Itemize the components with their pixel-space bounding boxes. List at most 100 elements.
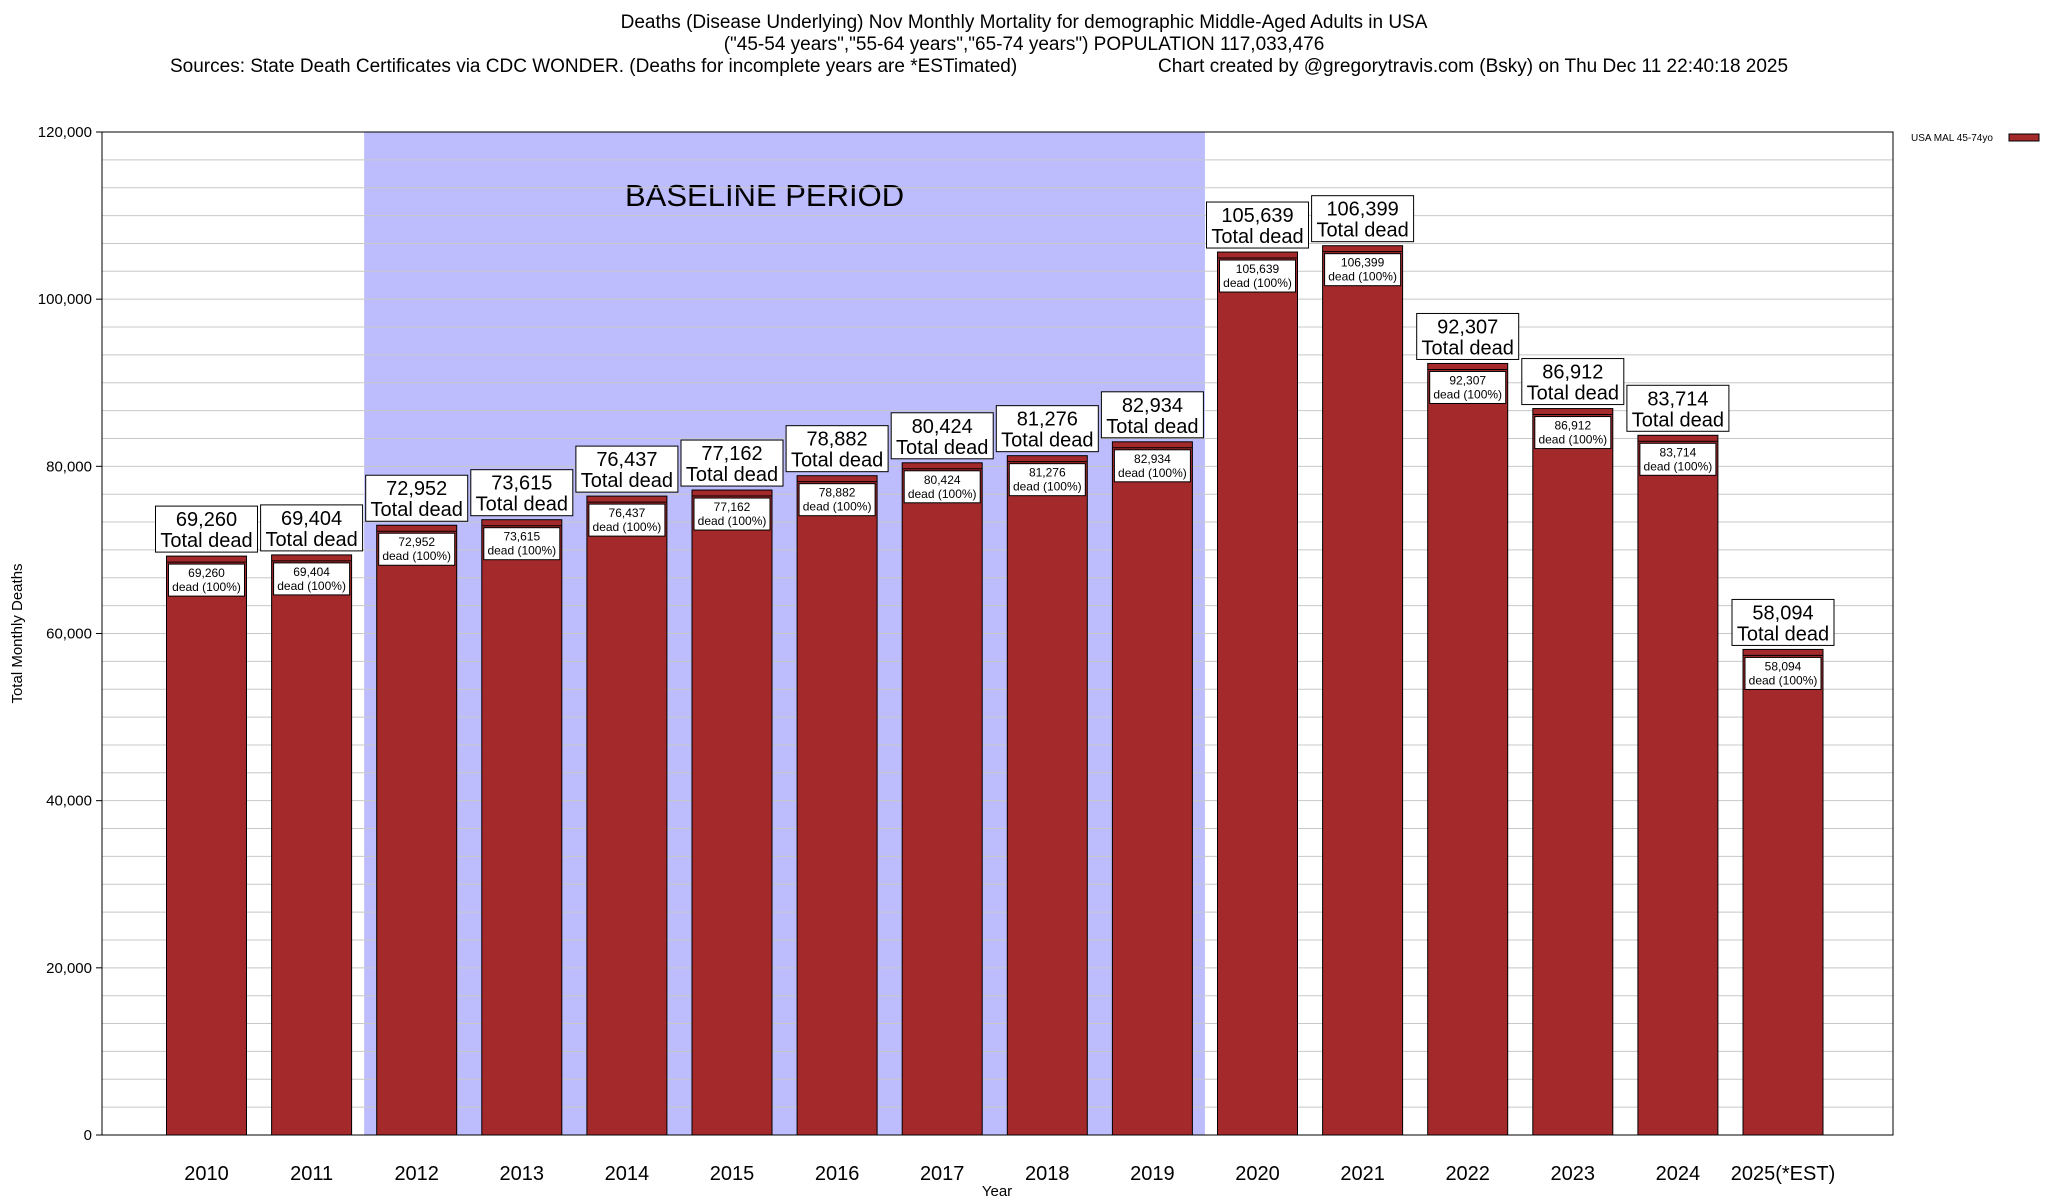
inner-dead-label: dead (100%) [593, 520, 662, 534]
total-value-label: 106,399 [1326, 199, 1398, 221]
inner-label-box [1113, 449, 1191, 483]
total-value-label: 105,639 [1221, 205, 1293, 227]
inner-label-box [1219, 259, 1296, 293]
chart-title: Deaths (Disease Underlying) Nov Monthly … [620, 12, 1428, 33]
inner-dead-label: dead (100%) [803, 500, 872, 514]
total-label-box [1521, 358, 1625, 406]
inner-label-box [903, 470, 981, 504]
total-value-label: 58,094 [1752, 602, 1813, 624]
total-label-box [1731, 598, 1835, 646]
total-dead-label: Total dead [1316, 220, 1408, 242]
y-axis-label: Total Monthly Deaths [9, 563, 26, 703]
inner-label-box [1324, 253, 1402, 287]
total-value-label: 72,952 [386, 478, 447, 500]
total-dead-label: Total dead [686, 464, 778, 486]
inner-label-box [273, 562, 351, 596]
x-tick-label-2010: 2010 [184, 1163, 229, 1185]
bar-2021 [1322, 245, 1404, 1136]
inner-value-label: 92,307 [1449, 373, 1486, 387]
inner-label-box [1639, 442, 1717, 476]
bar-2011 [271, 554, 353, 1136]
inner-value-label: 82,934 [1134, 452, 1171, 466]
inner-value-label: 76,437 [609, 506, 646, 520]
legend-swatch [2008, 133, 2040, 142]
y-tick-label: 60,000 [46, 626, 92, 643]
inner-dead-label: dead (100%) [172, 580, 241, 594]
total-value-label: 82,934 [1122, 395, 1183, 417]
inner-dead-label: dead (100%) [1013, 480, 1082, 494]
total-label-box [365, 474, 469, 522]
inner-label-box [1534, 416, 1612, 450]
inner-value-label: 78,882 [819, 486, 856, 500]
inner-label-box [378, 532, 456, 566]
total-label-box [1416, 312, 1520, 360]
axes-layer: 2010 2011 2012 2013 2014 2015 2016 2017 2018 2019… [9, 124, 1894, 1200]
inner-value-label: 72,952 [398, 535, 435, 549]
bar-2013 [481, 519, 563, 1136]
bar-2012 [376, 524, 458, 1136]
baseline-period-label: BASELINE PERIOD [625, 178, 904, 213]
x-tick-label-2019: 2019 [1130, 1163, 1175, 1185]
inner-label-box [1744, 656, 1822, 690]
inner-value-label: 69,404 [293, 565, 330, 579]
total-value-label: 76,437 [596, 449, 657, 471]
inner-dead-label: dead (100%) [1749, 673, 1818, 687]
total-label-box [470, 469, 574, 517]
x-tick-label-2012: 2012 [394, 1163, 439, 1185]
total-label-box [1311, 195, 1415, 243]
inner-label-box [1429, 370, 1507, 404]
inner-label-box [483, 527, 561, 561]
x-tick-label-2024: 2024 [1656, 1163, 1701, 1185]
inner-dead-label: dead (100%) [1328, 270, 1397, 284]
bar-2020 [1217, 251, 1298, 1136]
total-value-label: 78,882 [807, 429, 868, 451]
inner-dead-label: dead (100%) [1223, 276, 1292, 290]
total-dead-label: Total dead [1527, 383, 1619, 405]
inner-value-label: 69,260 [188, 566, 225, 580]
bar-2025(*EST) [1742, 648, 1824, 1136]
x-tick-label-2017: 2017 [920, 1163, 965, 1185]
bar-2024 [1637, 434, 1719, 1136]
x-tick-label-2025(*EST): 2025(*EST) [1731, 1163, 1836, 1185]
x-tick-label-2011: 2011 [290, 1163, 333, 1185]
total-value-label: 86,912 [1542, 362, 1603, 384]
chart-header: Deaths (Disease Underlying) Nov Monthly … [0, 12, 2048, 82]
inner-label-box [588, 503, 666, 537]
total-dead-label: Total dead [1632, 409, 1724, 431]
inner-dead-label: dead (100%) [908, 487, 977, 501]
total-value-label: 92,307 [1437, 316, 1498, 338]
x-tick-label-2020: 2020 [1235, 1163, 1280, 1185]
total-dead-label: Total dead [1422, 337, 1514, 359]
inner-value-label: 106,399 [1341, 256, 1385, 270]
total-label-box [785, 425, 889, 473]
inner-dead-label: dead (100%) [1538, 433, 1607, 447]
total-value-label: 69,404 [281, 508, 342, 530]
inner-dead-label: dead (100%) [277, 579, 346, 593]
x-tick-label-2015: 2015 [710, 1163, 755, 1185]
total-dead-label: Total dead [1737, 623, 1829, 645]
inner-label-box [693, 497, 771, 531]
y-tick-label: 40,000 [46, 793, 92, 810]
bar-2019 [1111, 441, 1193, 1136]
total-value-label: 83,714 [1647, 388, 1708, 410]
legend-entry-label: USA MAL 45-74yo [1911, 133, 1993, 144]
inner-dead-label: dead (100%) [487, 544, 556, 558]
total-label-box [1100, 391, 1204, 439]
inner-value-label: 73,615 [503, 530, 540, 544]
bar-2023 [1532, 408, 1614, 1136]
bar-2016 [796, 475, 878, 1136]
chart-sources: Sources: State Death Certificates via CD… [170, 56, 1018, 77]
total-dead-label: Total dead [160, 530, 252, 552]
total-label-box [1626, 384, 1730, 432]
chart-credit: Chart created by @gregorytravis.com (Bsk… [1158, 56, 1789, 77]
